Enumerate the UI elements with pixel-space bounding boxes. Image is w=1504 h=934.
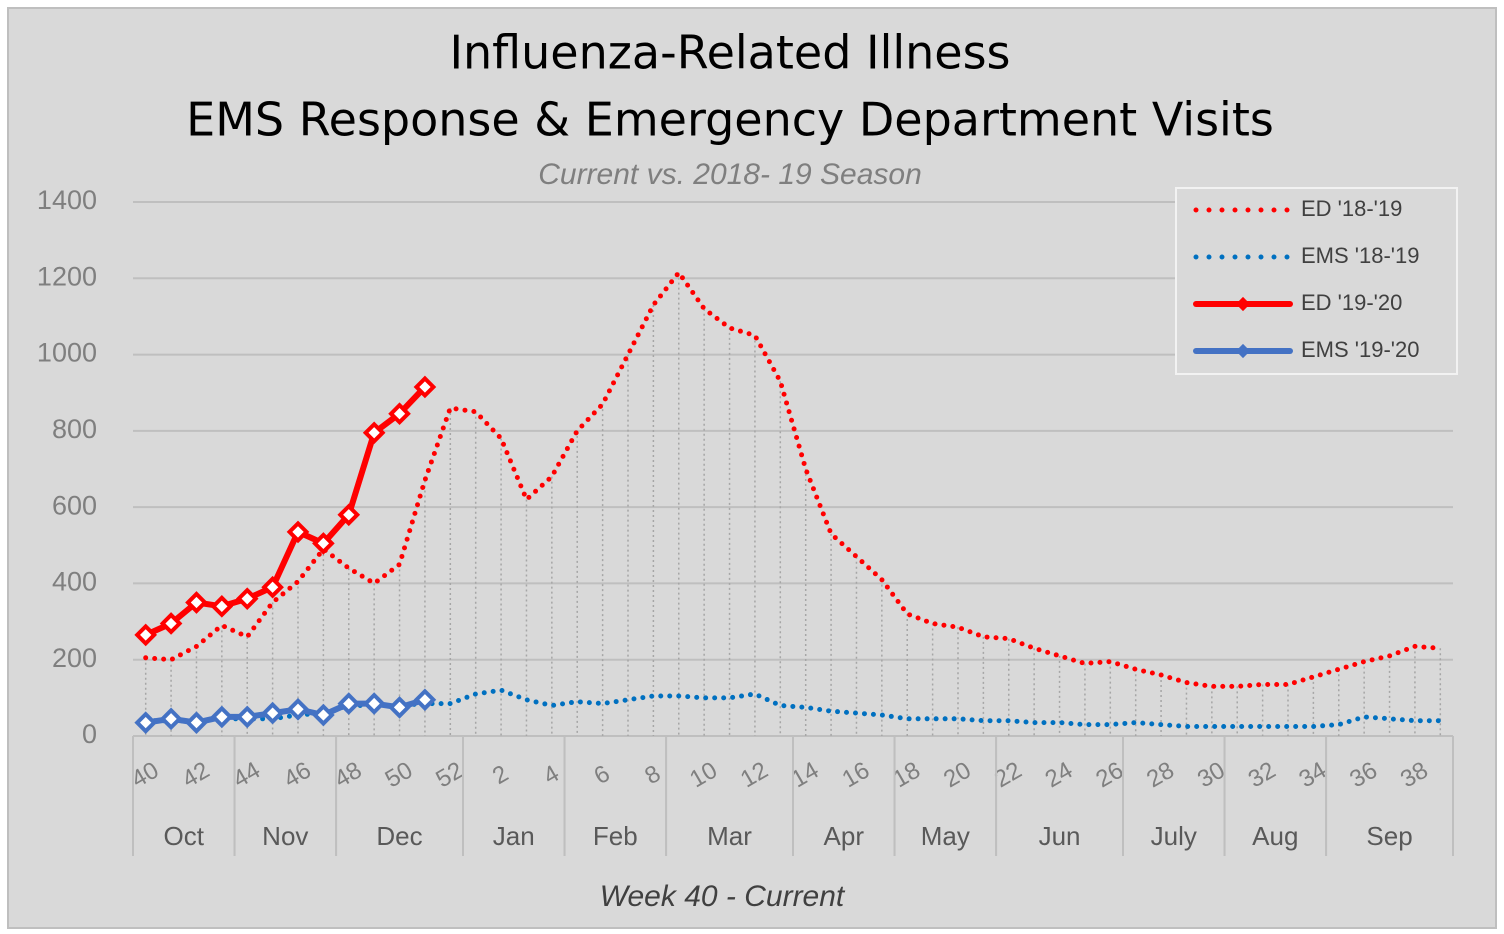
month-label: Jan xyxy=(493,821,535,851)
month-label: Apr xyxy=(824,821,865,851)
marker xyxy=(337,503,361,527)
y-tick-label: 1200 xyxy=(37,261,97,291)
chart-title: Influenza-Related Illness xyxy=(449,26,1010,80)
marker xyxy=(235,587,259,610)
marker xyxy=(362,692,386,715)
y-tick-label: 1400 xyxy=(37,185,97,215)
marker xyxy=(286,697,310,721)
marker xyxy=(159,612,183,635)
y-tick-label: 0 xyxy=(82,719,97,749)
chart-area xyxy=(7,7,1497,929)
y-tick-label: 1000 xyxy=(37,338,97,368)
month-label: Nov xyxy=(262,821,308,851)
month-label: Mar xyxy=(707,821,752,851)
marker xyxy=(312,703,335,727)
y-tick-label: 400 xyxy=(52,567,97,597)
chart-title: EMS Response & Emergency Department Visi… xyxy=(186,93,1274,147)
marker xyxy=(413,688,437,712)
marker xyxy=(210,595,234,618)
month-label: Oct xyxy=(164,821,205,851)
marker xyxy=(159,707,183,731)
marker xyxy=(235,705,259,729)
series-line xyxy=(143,270,1443,689)
marker xyxy=(337,692,361,715)
marker xyxy=(134,623,158,647)
marker xyxy=(286,520,310,544)
month-label: Sep xyxy=(1366,821,1412,851)
month-label: May xyxy=(921,821,970,851)
month-label: Aug xyxy=(1252,821,1298,851)
marker xyxy=(413,375,437,399)
legend-label: ED '19-'20 xyxy=(1301,290,1402,315)
marker xyxy=(210,705,234,729)
legend-label: EMS '19-'20 xyxy=(1301,337,1419,362)
marker xyxy=(134,711,158,734)
legend-marker xyxy=(1235,296,1251,312)
month-label: Jun xyxy=(1039,821,1081,851)
marker xyxy=(261,701,284,725)
chart-subtitle: Current vs. 2018- 19 Season xyxy=(538,158,922,191)
y-tick-label: 200 xyxy=(52,643,97,673)
marker xyxy=(388,696,411,719)
month-label: Dec xyxy=(376,821,422,851)
marker xyxy=(185,591,208,614)
marker xyxy=(185,711,208,734)
x-axis-label: Week 40 - Current xyxy=(600,880,846,913)
month-label: July xyxy=(1151,821,1197,851)
legend-marker xyxy=(1235,343,1251,359)
marker xyxy=(388,402,411,426)
marker xyxy=(261,575,284,599)
legend-label: EMS '18-'19 xyxy=(1301,243,1419,268)
legend-box xyxy=(1175,187,1458,375)
month-label: Feb xyxy=(593,821,638,851)
y-tick-label: 600 xyxy=(52,490,97,520)
marker xyxy=(312,532,335,555)
marker xyxy=(362,421,386,445)
legend-label: ED '18-'19 xyxy=(1301,196,1402,221)
y-tick-label: 800 xyxy=(52,414,97,444)
